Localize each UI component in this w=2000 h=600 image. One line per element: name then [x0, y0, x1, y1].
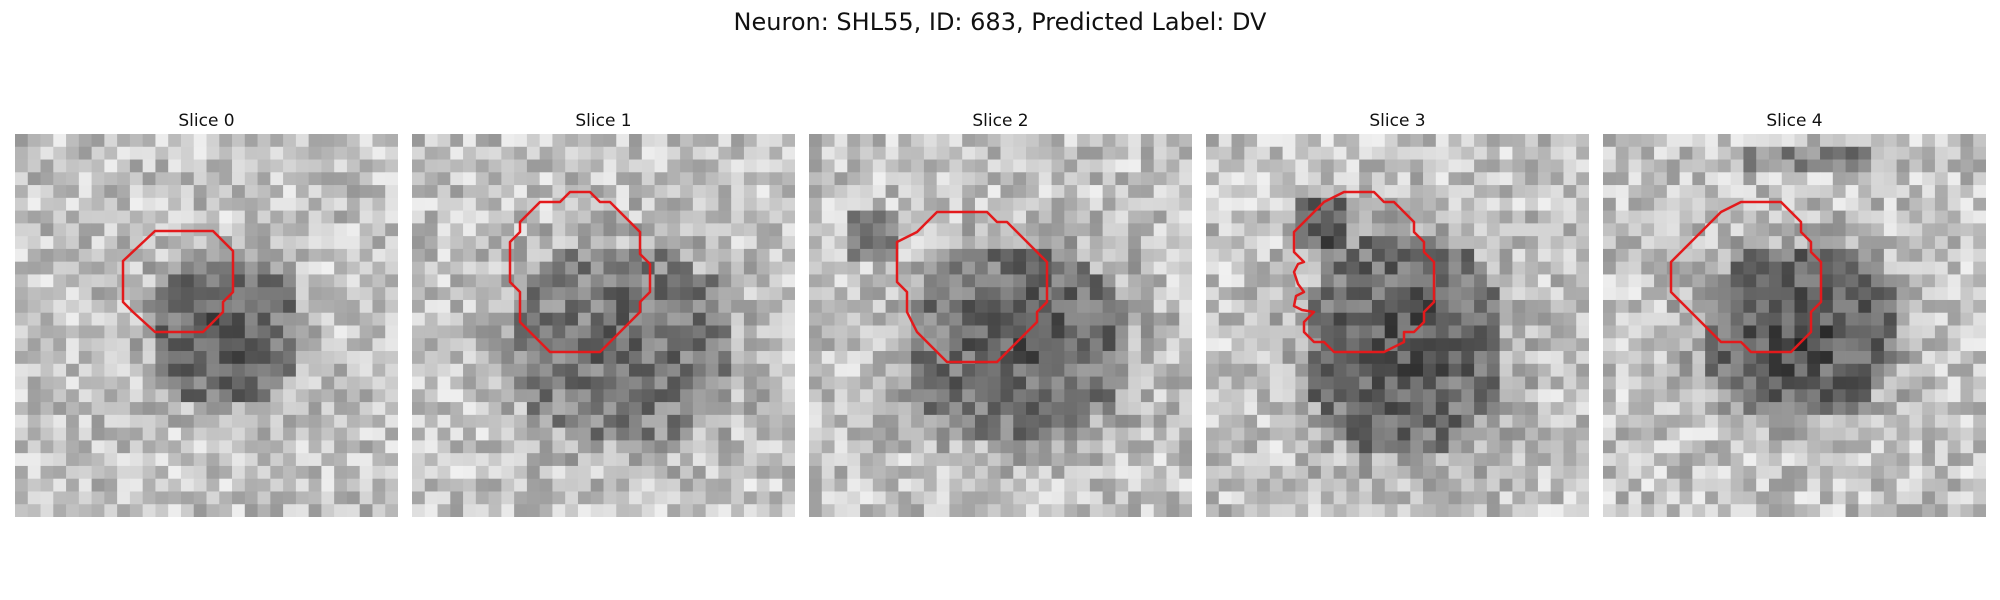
slice-panel-2: Slice 2 [809, 108, 1192, 517]
slice-panel-3: Slice 3 [1206, 108, 1589, 517]
slice-3-title: Slice 3 [1369, 111, 1426, 131]
roi-contour [895, 210, 1049, 364]
slice-2-title: Slice 2 [972, 111, 1029, 131]
slice-2-image [809, 134, 1192, 517]
roi-contour [1669, 200, 1823, 354]
slice-1-title: Slice 1 [575, 111, 632, 131]
slice-panel-4: Slice 4 [1603, 108, 1986, 517]
slice-0-image [15, 134, 398, 517]
slice-0-title: Slice 0 [178, 111, 235, 131]
slice-panel-1: Slice 1 [412, 108, 795, 517]
roi-contour [1292, 190, 1436, 354]
slice-3-image [1206, 134, 1589, 517]
slice-4-title: Slice 4 [1766, 111, 1823, 131]
slice-1-image [412, 134, 795, 517]
slice-panel-0: Slice 0 [15, 108, 398, 517]
roi-contour [121, 229, 235, 334]
roi-contour [508, 190, 652, 354]
figure-title: Neuron: SHL55, ID: 683, Predicted Label:… [733, 8, 1267, 36]
slice-4-image [1603, 134, 1986, 517]
